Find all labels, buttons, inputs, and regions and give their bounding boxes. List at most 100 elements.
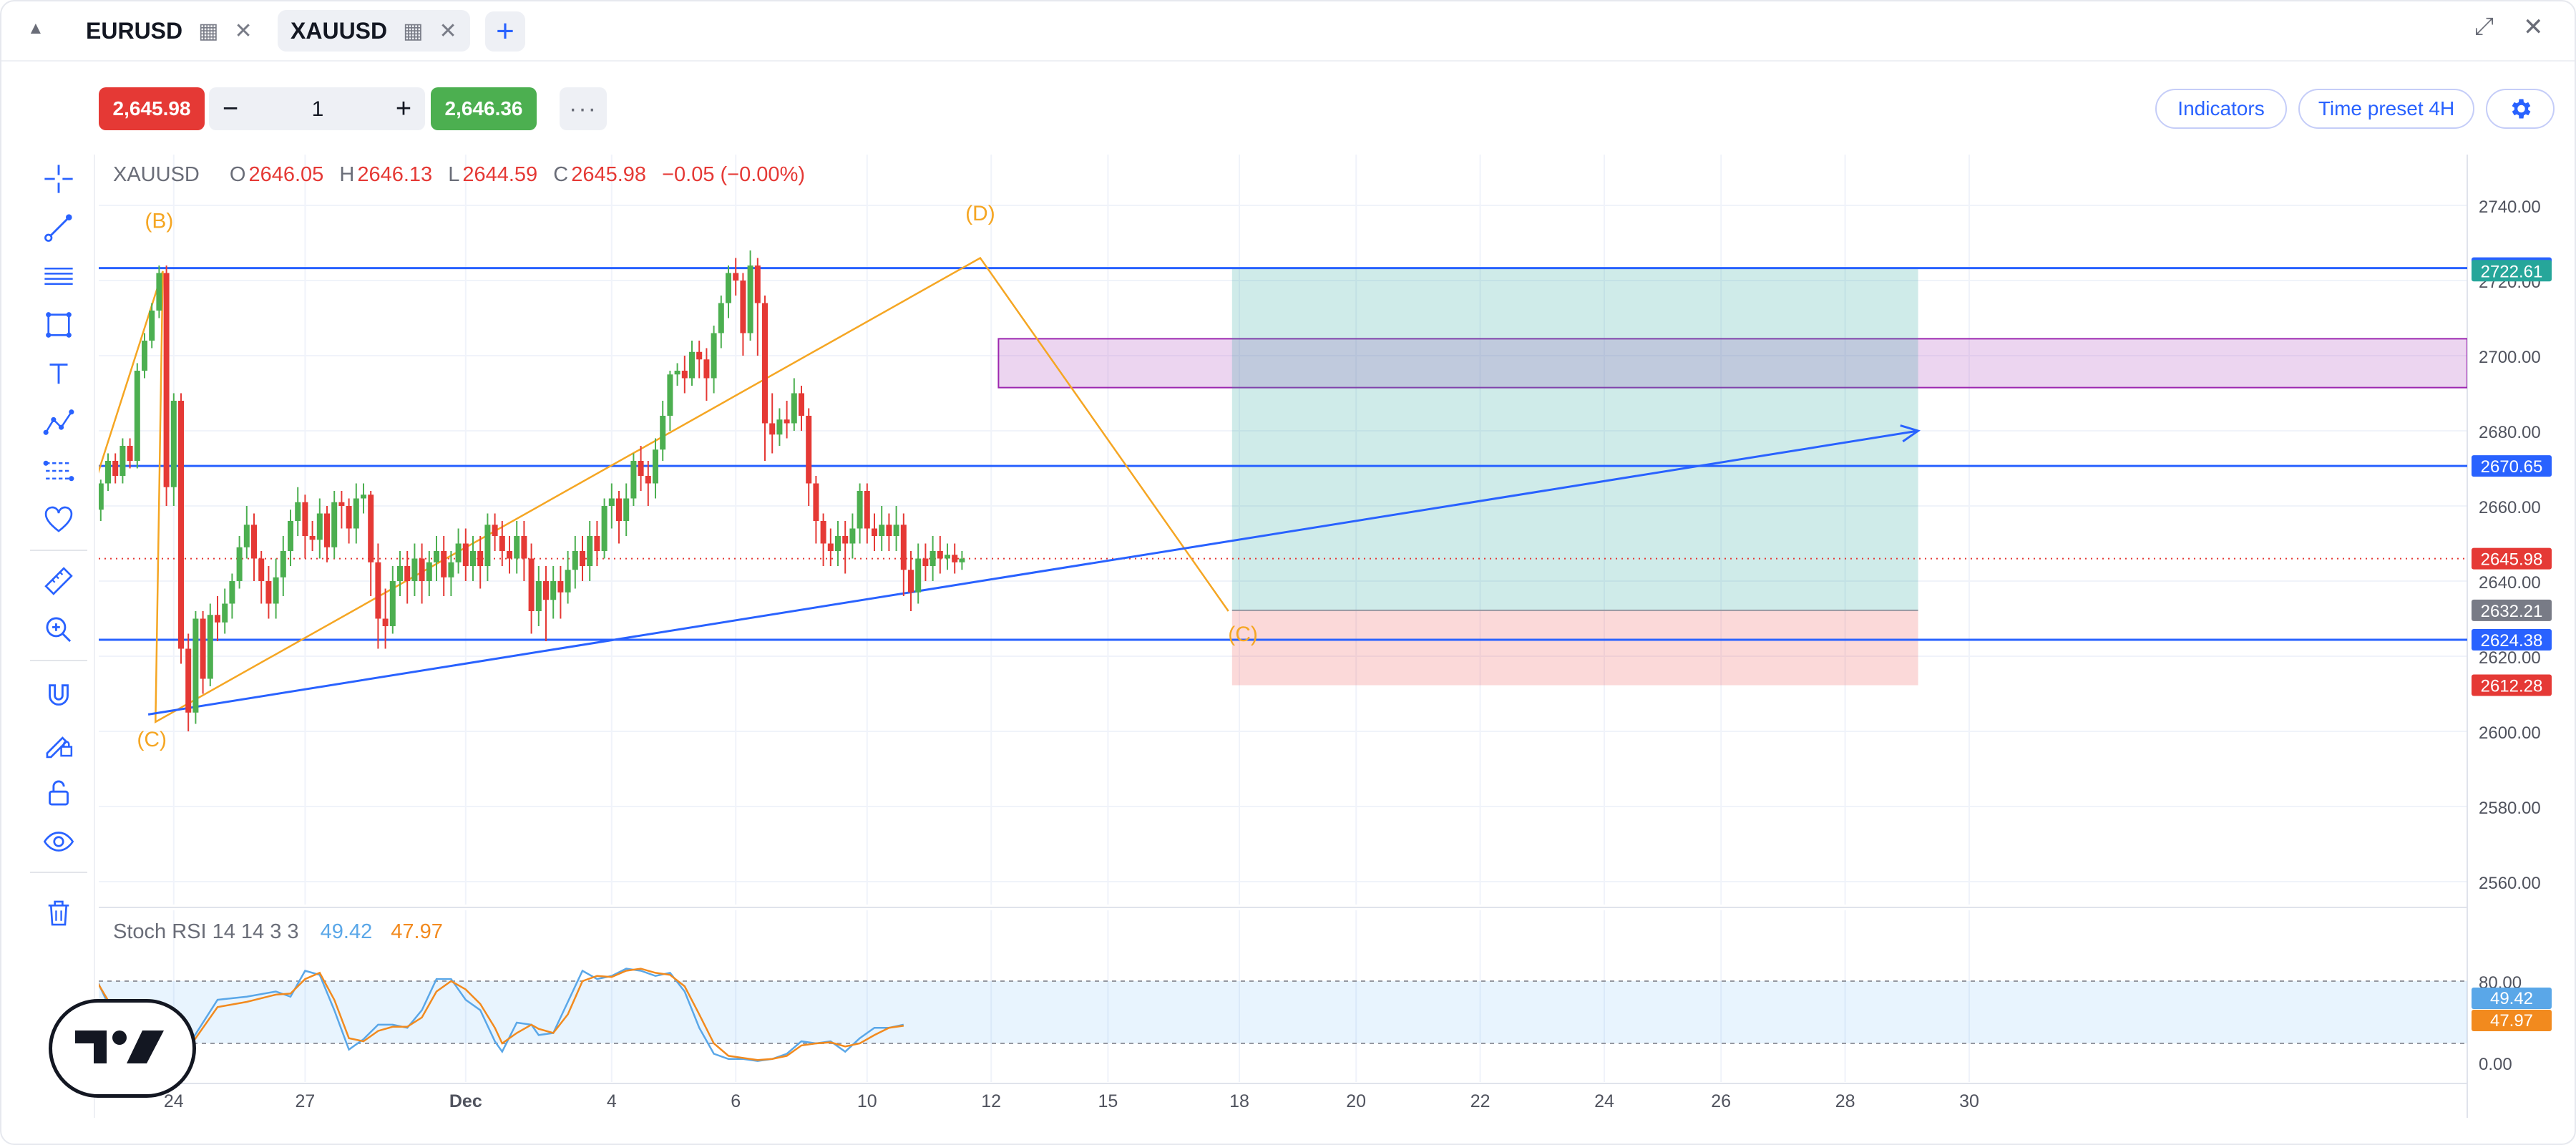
indicators-button[interactable]: Indicators [2155, 89, 2287, 129]
candle-body [265, 581, 272, 604]
eye-icon[interactable] [39, 822, 79, 862]
trend-line-icon[interactable] [39, 208, 79, 248]
x-tick-label: 27 [295, 1091, 315, 1111]
stoch-rsi-legend: Stoch RSI 14 14 3 3 49.42 47.97 [113, 920, 443, 944]
candle-body [674, 371, 680, 375]
candle-body [528, 558, 535, 611]
candle-body [411, 558, 418, 581]
price-axis-label [2472, 599, 2552, 621]
candle-body [660, 416, 666, 450]
candle-body [806, 416, 812, 484]
crosshair-icon[interactable] [39, 159, 79, 199]
magnet-icon[interactable] [39, 676, 79, 716]
close-window-icon[interactable]: ✕ [2523, 14, 2544, 41]
candle-body [784, 419, 790, 424]
trade-toolbar: 2,645.98 − + 2,646.36 ··· Indicators Tim… [1, 87, 2575, 133]
candle-body [236, 547, 243, 581]
buy-button[interactable]: 2,646.36 [431, 87, 537, 130]
candle-body [550, 581, 557, 600]
candle-body [937, 551, 943, 559]
tab-eurusd[interactable]: EURUSD ▦ ✕ [73, 10, 265, 52]
candle-body [718, 303, 724, 333]
settings-button[interactable] [2486, 89, 2555, 129]
candle-body [945, 555, 950, 559]
candle-body [178, 401, 184, 649]
separator [30, 550, 87, 551]
price-axis-label-text: 2624.38 [2481, 631, 2543, 651]
y-tick-label: 2620.00 [2479, 648, 2541, 668]
add-tab-button[interactable]: + [485, 11, 525, 52]
plus-icon: + [496, 14, 514, 49]
layout-icon[interactable]: ▦ [198, 19, 219, 43]
candle-body [580, 551, 585, 566]
candle-body [791, 393, 797, 424]
candle-body [565, 570, 571, 593]
rectangle-icon[interactable] [39, 305, 79, 345]
price-axis-label-text: 2645.98 [2481, 550, 2543, 570]
candle-body [338, 502, 345, 506]
quantity-input[interactable] [259, 92, 376, 127]
close-icon[interactable]: ✕ [234, 19, 253, 43]
x-tick-label: Dec [449, 1091, 482, 1111]
candle-body [492, 525, 498, 536]
caret-up-icon[interactable]: ▲ [27, 19, 44, 38]
candle-body [601, 506, 608, 551]
y-tick-label: 2600.00 [2479, 723, 2541, 743]
tab-label: EURUSD [86, 17, 183, 44]
x-tick-label: 22 [1470, 1091, 1491, 1111]
lock-pen-icon[interactable] [39, 724, 79, 764]
separator [30, 872, 87, 873]
stoch-d-axis-label-text: 47.97 [2490, 1011, 2533, 1030]
time-preset-button[interactable]: Time preset 4H [2298, 89, 2474, 129]
candle-body [448, 562, 454, 578]
candle-body [799, 393, 804, 416]
trash-icon[interactable] [39, 893, 79, 933]
candle-body [893, 525, 899, 536]
candle-body [119, 446, 126, 476]
fib-icon[interactable] [39, 451, 79, 491]
fullscreen-icon[interactable]: ⤢ [2474, 13, 2494, 40]
horizontal-lines-icon[interactable] [39, 256, 79, 296]
pattern-icon[interactable] [39, 402, 79, 442]
price-axis-label [2472, 674, 2552, 696]
candle-body [156, 273, 162, 311]
candle-body [382, 618, 389, 626]
candle-body [142, 341, 147, 371]
tab-xauusd[interactable]: XAUUSD ▦ ✕ [278, 10, 470, 52]
sell-button[interactable]: 2,645.98 [99, 87, 205, 130]
zoom-in-icon[interactable] [39, 610, 79, 650]
candle-body [726, 273, 731, 303]
candle-body [623, 498, 630, 521]
candle-body [324, 513, 330, 547]
candle-body [361, 494, 366, 499]
candle-body [280, 551, 286, 578]
candle-body [426, 562, 432, 581]
lock-icon[interactable] [39, 773, 79, 813]
heart-icon[interactable] [39, 500, 79, 540]
close-icon[interactable]: ✕ [439, 19, 457, 43]
stoch-k-axis-label-text: 49.42 [2490, 989, 2533, 1008]
candle-body [915, 558, 922, 593]
candle-body [207, 615, 213, 679]
y-tick-label: 2580.00 [2479, 799, 2541, 818]
more-options-button[interactable]: ··· [560, 87, 607, 130]
abcd-pattern [99, 256, 1229, 724]
candle-body [368, 494, 374, 562]
candle-body [747, 265, 753, 333]
layout-icon[interactable]: ▦ [403, 19, 424, 43]
candle-body [127, 446, 133, 461]
increase-quantity-button[interactable]: + [395, 93, 412, 124]
ruler-icon[interactable] [39, 561, 79, 601]
x-tick-label: 6 [731, 1091, 741, 1111]
candle-body [842, 536, 849, 544]
stoch-d-line [99, 968, 904, 1061]
candle-body [711, 333, 717, 379]
decrease-quantity-button[interactable]: − [222, 93, 239, 124]
candle-body [616, 498, 622, 521]
candle-body [302, 502, 308, 536]
candle-body [630, 461, 637, 499]
candle-body [930, 551, 936, 566]
text-icon[interactable] [39, 354, 79, 394]
y-tick-label: 2660.00 [2479, 498, 2541, 517]
